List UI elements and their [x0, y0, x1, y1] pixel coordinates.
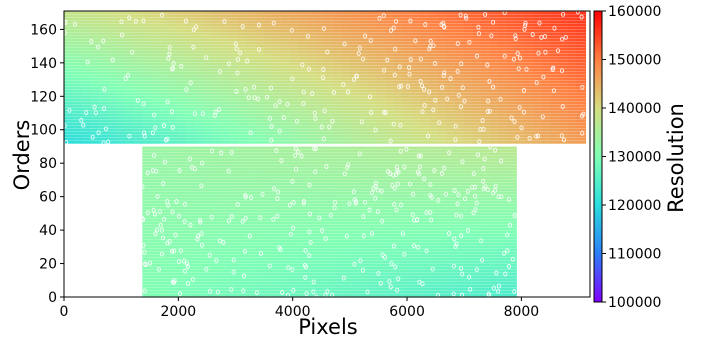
heatmap-regions: [64, 11, 587, 298]
